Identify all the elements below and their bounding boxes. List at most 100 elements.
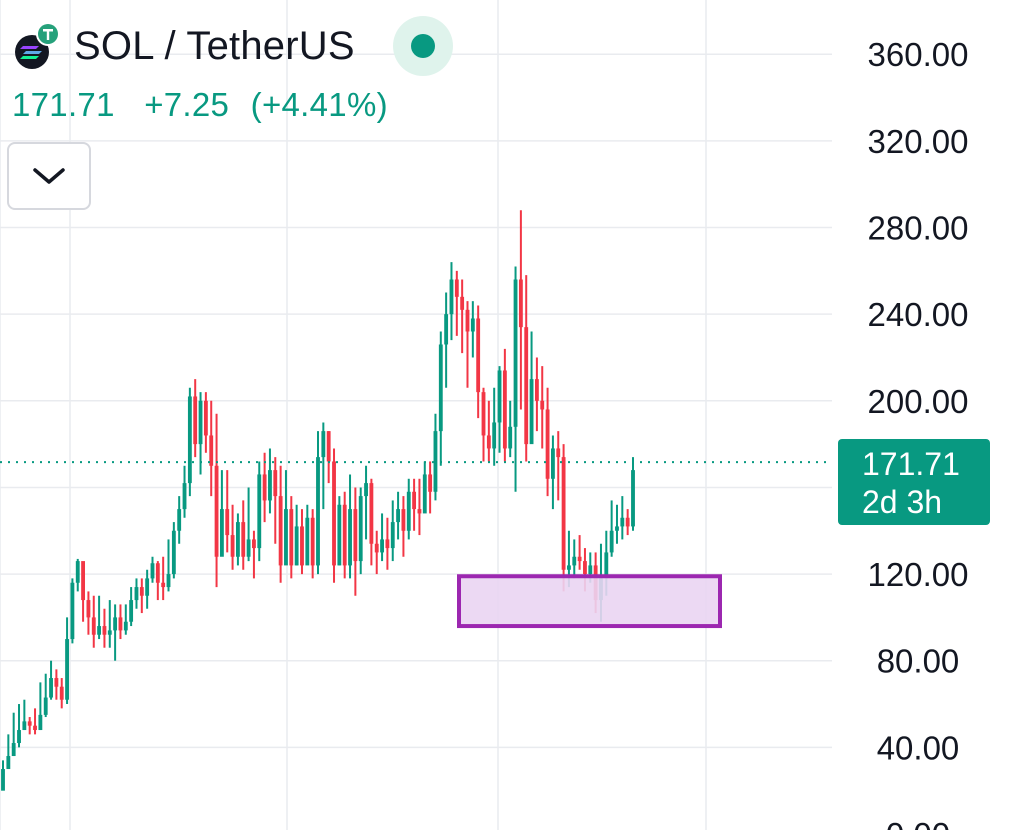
candle xyxy=(433,431,438,492)
candle xyxy=(203,400,208,436)
highlight-zone[interactable] xyxy=(457,574,722,629)
price-change: +7.25 xyxy=(144,86,230,123)
collapse-legend-button[interactable] xyxy=(7,142,91,210)
candle xyxy=(273,470,278,497)
candle xyxy=(33,725,37,731)
candle xyxy=(396,509,401,523)
candle xyxy=(332,461,336,566)
candle xyxy=(155,563,160,583)
candle xyxy=(369,483,374,544)
candle xyxy=(289,509,294,566)
candle xyxy=(129,600,134,622)
candle xyxy=(123,621,128,631)
market-open-dot-icon xyxy=(410,34,435,58)
candle xyxy=(540,400,545,410)
candle xyxy=(556,448,561,458)
candle xyxy=(209,435,214,466)
candle xyxy=(470,318,475,332)
y-axis-tick-label: 200.00 xyxy=(868,383,969,420)
candle xyxy=(518,279,523,328)
candle xyxy=(567,565,571,570)
candle xyxy=(198,400,203,445)
candle xyxy=(6,756,11,770)
candle xyxy=(257,474,262,549)
candle xyxy=(75,561,80,583)
y-axis-tick-label: 80.00 xyxy=(877,643,960,680)
candle xyxy=(27,721,32,726)
candle xyxy=(534,379,539,401)
candle xyxy=(49,678,53,698)
candle xyxy=(438,344,443,432)
candle xyxy=(81,561,86,601)
symbol-title[interactable]: SOL / TetherUS xyxy=(74,23,355,68)
candle xyxy=(166,574,171,588)
symbol-header: SOL / TetherUS xyxy=(12,16,453,76)
candle xyxy=(161,582,166,588)
candle xyxy=(342,504,347,566)
candle xyxy=(492,422,497,449)
y-axis-tick-label: 360.00 xyxy=(868,36,969,73)
candle xyxy=(358,496,363,562)
candle xyxy=(337,504,342,566)
candle xyxy=(214,465,219,557)
y-axis-tick-label: 280.00 xyxy=(868,210,969,247)
candle xyxy=(1,769,5,791)
candle xyxy=(59,686,64,700)
candle xyxy=(54,678,59,687)
candle xyxy=(310,517,315,566)
candle xyxy=(38,714,43,731)
candle xyxy=(97,626,102,635)
candle xyxy=(497,370,502,423)
chevron-down-icon xyxy=(33,168,65,184)
candle xyxy=(86,600,91,618)
candle xyxy=(583,561,587,575)
candle xyxy=(476,318,481,393)
candle xyxy=(113,617,118,631)
candle xyxy=(219,509,224,557)
candle xyxy=(465,309,470,332)
candle xyxy=(502,370,507,449)
candle xyxy=(182,483,187,510)
candle xyxy=(294,526,299,566)
candle xyxy=(268,470,272,501)
price-change-percent: (+4.41%) xyxy=(250,86,388,123)
candle xyxy=(588,565,593,575)
candle xyxy=(65,639,69,700)
candle xyxy=(118,617,123,631)
solana-tether-logo-icon[interactable] xyxy=(12,20,64,72)
candle xyxy=(513,279,518,427)
candle xyxy=(422,474,427,514)
y-axis-tick-label: 320.00 xyxy=(868,123,969,160)
candle xyxy=(134,587,139,601)
candle xyxy=(284,509,288,566)
market-status-indicator[interactable] xyxy=(392,16,453,76)
candle xyxy=(300,526,304,566)
candle xyxy=(321,431,326,458)
candle xyxy=(348,509,352,566)
candle xyxy=(11,743,16,757)
candle xyxy=(406,491,411,531)
candle xyxy=(620,517,625,527)
y-axis-tick-label: 40.00 xyxy=(877,729,960,766)
candle xyxy=(529,379,534,445)
candle xyxy=(43,697,48,715)
candle xyxy=(481,392,486,436)
bar-countdown-label: 2d 3h xyxy=(862,484,943,520)
candle xyxy=(305,517,310,566)
candle xyxy=(278,496,283,566)
candle xyxy=(449,279,454,315)
candle xyxy=(545,409,550,479)
candle xyxy=(91,617,96,635)
candle xyxy=(316,457,320,566)
candle xyxy=(230,535,235,557)
candle xyxy=(353,509,358,562)
candle xyxy=(460,296,465,310)
candle xyxy=(187,396,192,484)
candle xyxy=(561,457,566,570)
candle xyxy=(444,314,449,345)
candle xyxy=(374,543,379,553)
candle xyxy=(577,556,582,562)
candle xyxy=(262,474,267,501)
candle xyxy=(246,539,251,557)
